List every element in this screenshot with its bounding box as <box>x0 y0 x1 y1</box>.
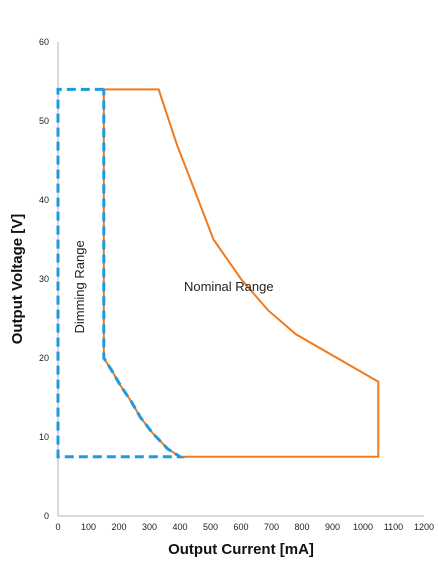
y-tick-label: 30 <box>39 274 49 284</box>
x-tick-label: 300 <box>142 522 157 532</box>
y-tick-label: 10 <box>39 432 49 442</box>
dimming-range-boundary <box>56 87 186 459</box>
plot-area: 0 100 200 300 400 500 600 700 800 900 1000 1100 1200… <box>39 37 434 532</box>
y-tick-label: 50 <box>39 116 49 126</box>
x-tick-label: 1000 <box>353 522 373 532</box>
y-tick-label: 40 <box>39 195 49 205</box>
x-tick-label: 900 <box>325 522 340 532</box>
x-tick-label: 500 <box>203 522 218 532</box>
series-group <box>56 87 380 459</box>
dimming-range-label: Dimming Range <box>72 240 87 333</box>
x-axis-title: Output Current [mA] <box>168 541 314 558</box>
x-tick-label: 200 <box>111 522 126 532</box>
y-axis-title: Output Voltage [V] <box>9 214 26 345</box>
x-tick-label: 600 <box>233 522 248 532</box>
annotations: Nominal Range Dimming Range <box>72 240 274 333</box>
y-tick-label: 0 <box>44 511 49 521</box>
x-tick-label: 1200 <box>414 522 434 532</box>
x-tick-labels: 0 100 200 300 400 500 600 700 800 900 1000 1100 1200 <box>55 522 434 532</box>
x-tick-label: 400 <box>172 522 187 532</box>
y-tick-label: 60 <box>39 37 49 47</box>
x-tick-label: 800 <box>294 522 309 532</box>
nominal-range-boundary <box>102 88 380 458</box>
y-tick-label: 20 <box>39 353 49 363</box>
x-tick-label: 100 <box>81 522 96 532</box>
x-tick-label: 700 <box>264 522 279 532</box>
y-tick-labels: 0 10 20 30 40 50 60 <box>39 37 49 521</box>
nominal-range-label: Nominal Range <box>184 279 274 294</box>
x-tick-label: 0 <box>55 522 60 532</box>
x-tick-label: 1100 <box>384 522 403 532</box>
